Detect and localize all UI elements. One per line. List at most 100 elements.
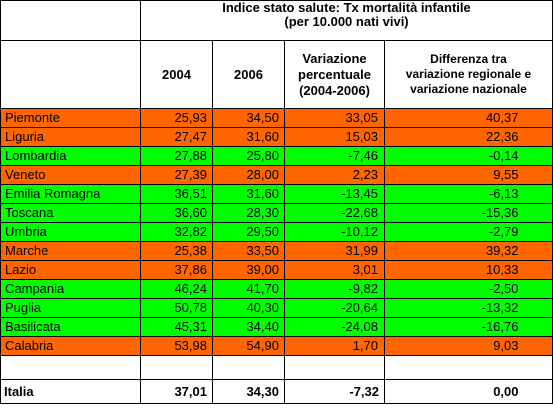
differenza-cell[interactable]: -15,36 xyxy=(384,203,553,223)
region-name-cell[interactable]: Lombardia xyxy=(0,146,141,166)
header-variazione[interactable]: Variazione percentuale (2004-2006) xyxy=(284,40,385,109)
differenza-value: 39,32 xyxy=(485,243,519,258)
value-2004-cell[interactable]: 45,31 xyxy=(140,317,213,337)
differenza-cell[interactable]: 40,37 xyxy=(384,108,553,128)
value-2004-cell[interactable]: 25,38 xyxy=(140,241,213,261)
region-name-cell[interactable]: Toscana xyxy=(0,203,141,223)
value-2004-cell[interactable]: 50,78 xyxy=(140,298,213,318)
table-title[interactable]: Indice stato salute: Tx mortalità infant… xyxy=(140,0,553,41)
variazione-cell[interactable]: -7,46 xyxy=(284,146,385,166)
region-name-cell[interactable]: Puglia xyxy=(0,298,141,318)
variazione-cell[interactable]: -22,68 xyxy=(284,203,385,223)
variazione-cell[interactable]: 1,70 xyxy=(284,336,385,356)
differenza-cell[interactable]: -0,14 xyxy=(384,146,553,166)
differenza-cell[interactable]: -13,32 xyxy=(384,298,553,318)
differenza-cell[interactable]: 22,36 xyxy=(384,127,553,147)
differenza-cell[interactable]: 10,33 xyxy=(384,260,553,280)
total-diff-cell[interactable]: 0,00 xyxy=(384,379,553,404)
value-2004-cell[interactable]: 46,24 xyxy=(140,279,213,299)
differenza-cell[interactable]: -2,50 xyxy=(384,279,553,299)
differenza-value: -16,76 xyxy=(481,319,519,334)
region-name-cell[interactable]: Veneto xyxy=(0,165,141,185)
value-2006-cell[interactable]: 39,00 xyxy=(212,260,285,280)
variazione-cell[interactable]: -24,08 xyxy=(284,317,385,337)
differenza-cell[interactable]: 9,55 xyxy=(384,165,553,185)
differenza-value: -15,36 xyxy=(481,205,519,220)
value-2006-cell[interactable]: 40,30 xyxy=(212,298,285,318)
differenza-value: -0,14 xyxy=(488,148,519,163)
differenza-value: 10,33 xyxy=(485,262,519,277)
blank-cell[interactable] xyxy=(212,355,285,380)
value-2006-cell[interactable]: 34,50 xyxy=(212,108,285,128)
differenza-value: 40,37 xyxy=(485,110,519,125)
region-name-cell[interactable]: Piemonte xyxy=(0,108,141,128)
header-differenza[interactable]: Differenza tra variazione regionale e va… xyxy=(384,40,553,109)
region-name-cell[interactable]: Umbria xyxy=(0,222,141,242)
differenza-cell[interactable]: -16,76 xyxy=(384,317,553,337)
value-2006-cell[interactable]: 41,70 xyxy=(212,279,285,299)
region-name-cell[interactable]: Liguria xyxy=(0,127,141,147)
differenza-value: 22,36 xyxy=(485,129,519,144)
header-2004[interactable]: 2004 xyxy=(140,40,213,109)
total-diff-value: 0,00 xyxy=(493,384,519,399)
value-2004-cell[interactable]: 36,51 xyxy=(140,184,213,204)
variazione-cell[interactable]: 31,99 xyxy=(284,241,385,261)
region-name-cell[interactable]: Campania xyxy=(0,279,141,299)
blank-cell[interactable] xyxy=(284,355,385,380)
value-2004-cell[interactable]: 32,82 xyxy=(140,222,213,242)
value-2004-cell[interactable]: 53,98 xyxy=(140,336,213,356)
region-name-cell[interactable]: Marche xyxy=(0,241,141,261)
value-2006-cell[interactable]: 54,90 xyxy=(212,336,285,356)
total-2004-cell[interactable]: 37,01 xyxy=(140,379,213,404)
value-2004-cell[interactable]: 37,86 xyxy=(140,260,213,280)
table-row: Liguria 27,47 31,60 15,03 22,36 xyxy=(0,127,553,147)
value-2006-cell[interactable]: 31,60 xyxy=(212,127,285,147)
variazione-cell[interactable]: 2,23 xyxy=(284,165,385,185)
value-2006-cell[interactable]: 33,50 xyxy=(212,241,285,261)
differenza-value: 9,55 xyxy=(493,167,519,182)
table-row: Veneto 27,39 28,00 2,23 9,55 xyxy=(0,165,553,185)
differenza-cell[interactable]: -6,13 xyxy=(384,184,553,204)
total-var-cell[interactable]: -7,32 xyxy=(284,379,385,404)
differenza-cell[interactable]: 9,03 xyxy=(384,336,553,356)
region-name-cell[interactable]: Lazio xyxy=(0,260,141,280)
value-2006-cell[interactable]: 28,30 xyxy=(212,203,285,223)
variazione-cell[interactable]: -13,45 xyxy=(284,184,385,204)
variazione-cell[interactable]: 15,03 xyxy=(284,127,385,147)
mortality-table: Indice stato salute: Tx mortalità infant… xyxy=(0,0,553,404)
blank-cell[interactable] xyxy=(384,355,553,380)
table-row: Puglia 50,78 40,30 -20,64 -13,32 xyxy=(0,298,553,318)
value-2004-cell[interactable]: 27,47 xyxy=(140,127,213,147)
value-2004-cell[interactable]: 27,88 xyxy=(140,146,213,166)
variazione-cell[interactable]: 3,01 xyxy=(284,260,385,280)
variazione-cell[interactable]: -20,64 xyxy=(284,298,385,318)
variazione-cell[interactable]: -10,12 xyxy=(284,222,385,242)
header-2006[interactable]: 2006 xyxy=(212,40,285,109)
value-2004-cell[interactable]: 36,60 xyxy=(140,203,213,223)
blank-cell[interactable] xyxy=(140,355,213,380)
differenza-value: -6,13 xyxy=(488,186,519,201)
header-variazione-line1: Variazione xyxy=(302,50,367,66)
value-2006-cell[interactable]: 34,40 xyxy=(212,317,285,337)
value-2004-cell[interactable]: 25,93 xyxy=(140,108,213,128)
differenza-cell[interactable]: 39,32 xyxy=(384,241,553,261)
header-region-cell[interactable] xyxy=(0,40,141,109)
total-2006-cell[interactable]: 34,30 xyxy=(212,379,285,404)
value-2004-cell[interactable]: 27,39 xyxy=(140,165,213,185)
value-2006-cell[interactable]: 31,60 xyxy=(212,184,285,204)
differenza-cell[interactable]: -2,79 xyxy=(384,222,553,242)
variazione-cell[interactable]: -9,82 xyxy=(284,279,385,299)
value-2006-cell[interactable]: 28,00 xyxy=(212,165,285,185)
region-name-cell[interactable]: Basilicata xyxy=(0,317,141,337)
variazione-cell[interactable]: 33,05 xyxy=(284,108,385,128)
header-differenza-line3: variazione nazionale xyxy=(410,82,527,96)
total-name-cell[interactable]: Italia xyxy=(0,379,141,404)
value-2006-cell[interactable]: 25,80 xyxy=(212,146,285,166)
region-name-cell[interactable]: Calabria xyxy=(0,336,141,356)
value-2006-cell[interactable]: 29,50 xyxy=(212,222,285,242)
region-name-cell[interactable]: Emilia Romagna xyxy=(0,184,141,204)
differenza-value: -13,32 xyxy=(481,300,519,315)
table-row: Lombardia 27,88 25,80 -7,46 -0,14 xyxy=(0,146,553,166)
blank-cell[interactable] xyxy=(0,355,141,380)
corner-cell[interactable] xyxy=(0,0,141,41)
